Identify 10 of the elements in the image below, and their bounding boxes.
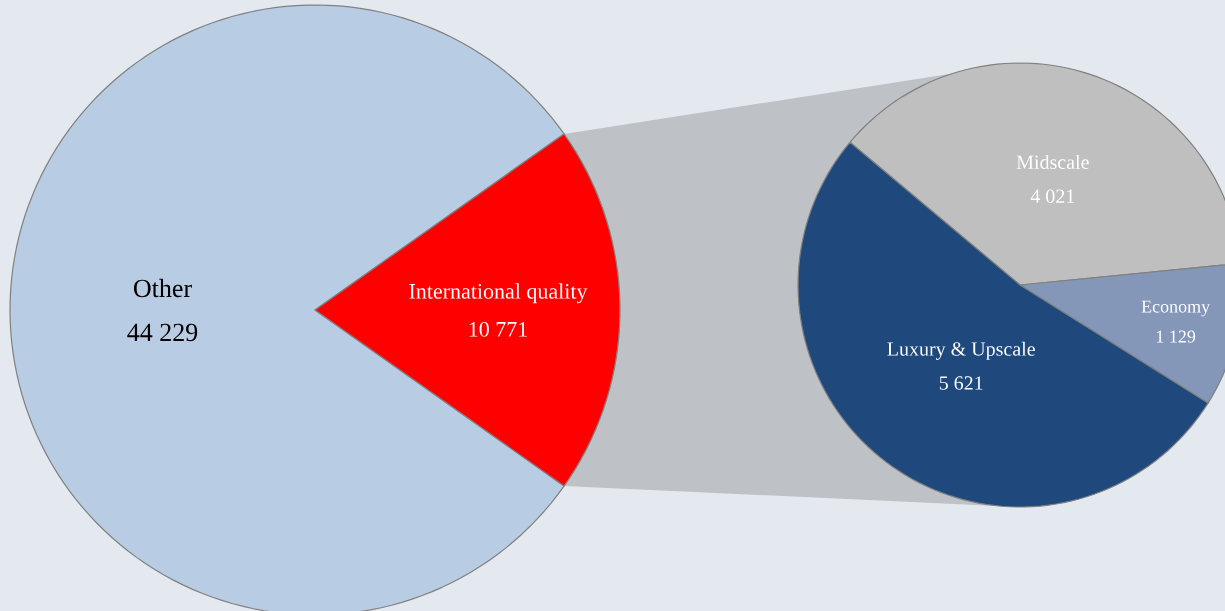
slice-label: Luxury & Upscale: [887, 341, 1035, 360]
data-label: 10 771: [469, 321, 527, 337]
slice-label: Economy: [1141, 300, 1211, 317]
data-label: 44 229: [127, 323, 198, 342]
data-label: 4 021: [1030, 189, 1075, 203]
slice-label: Other: [133, 278, 192, 298]
data-label: 1 129: [1156, 330, 1196, 343]
slice-label: International quality: [409, 283, 588, 304]
slice-label: Midscale: [1016, 154, 1089, 169]
data-label: 5 621: [939, 376, 983, 390]
